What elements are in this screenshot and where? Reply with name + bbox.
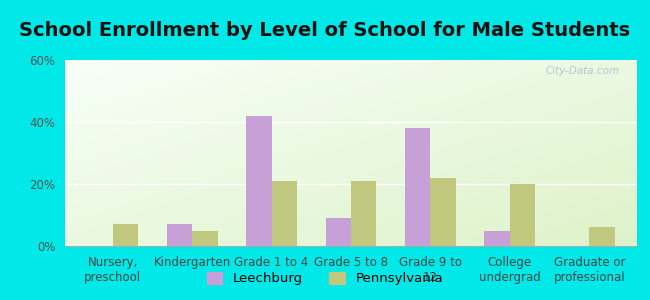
Bar xyxy=(112,224,138,246)
Bar xyxy=(272,181,297,246)
Legend: Leechburg, Pennsylvania: Leechburg, Pennsylvania xyxy=(202,266,448,290)
Bar xyxy=(430,178,456,246)
Bar xyxy=(166,224,192,246)
Bar xyxy=(326,218,351,246)
Bar xyxy=(484,230,510,246)
Bar xyxy=(590,227,615,246)
Bar xyxy=(351,181,376,246)
Bar xyxy=(510,184,536,246)
Text: City-Data.com: City-Data.com xyxy=(546,66,620,76)
Bar xyxy=(246,116,272,246)
Text: School Enrollment by Level of School for Male Students: School Enrollment by Level of School for… xyxy=(20,21,630,40)
Bar xyxy=(405,128,430,246)
Bar xyxy=(192,230,218,246)
